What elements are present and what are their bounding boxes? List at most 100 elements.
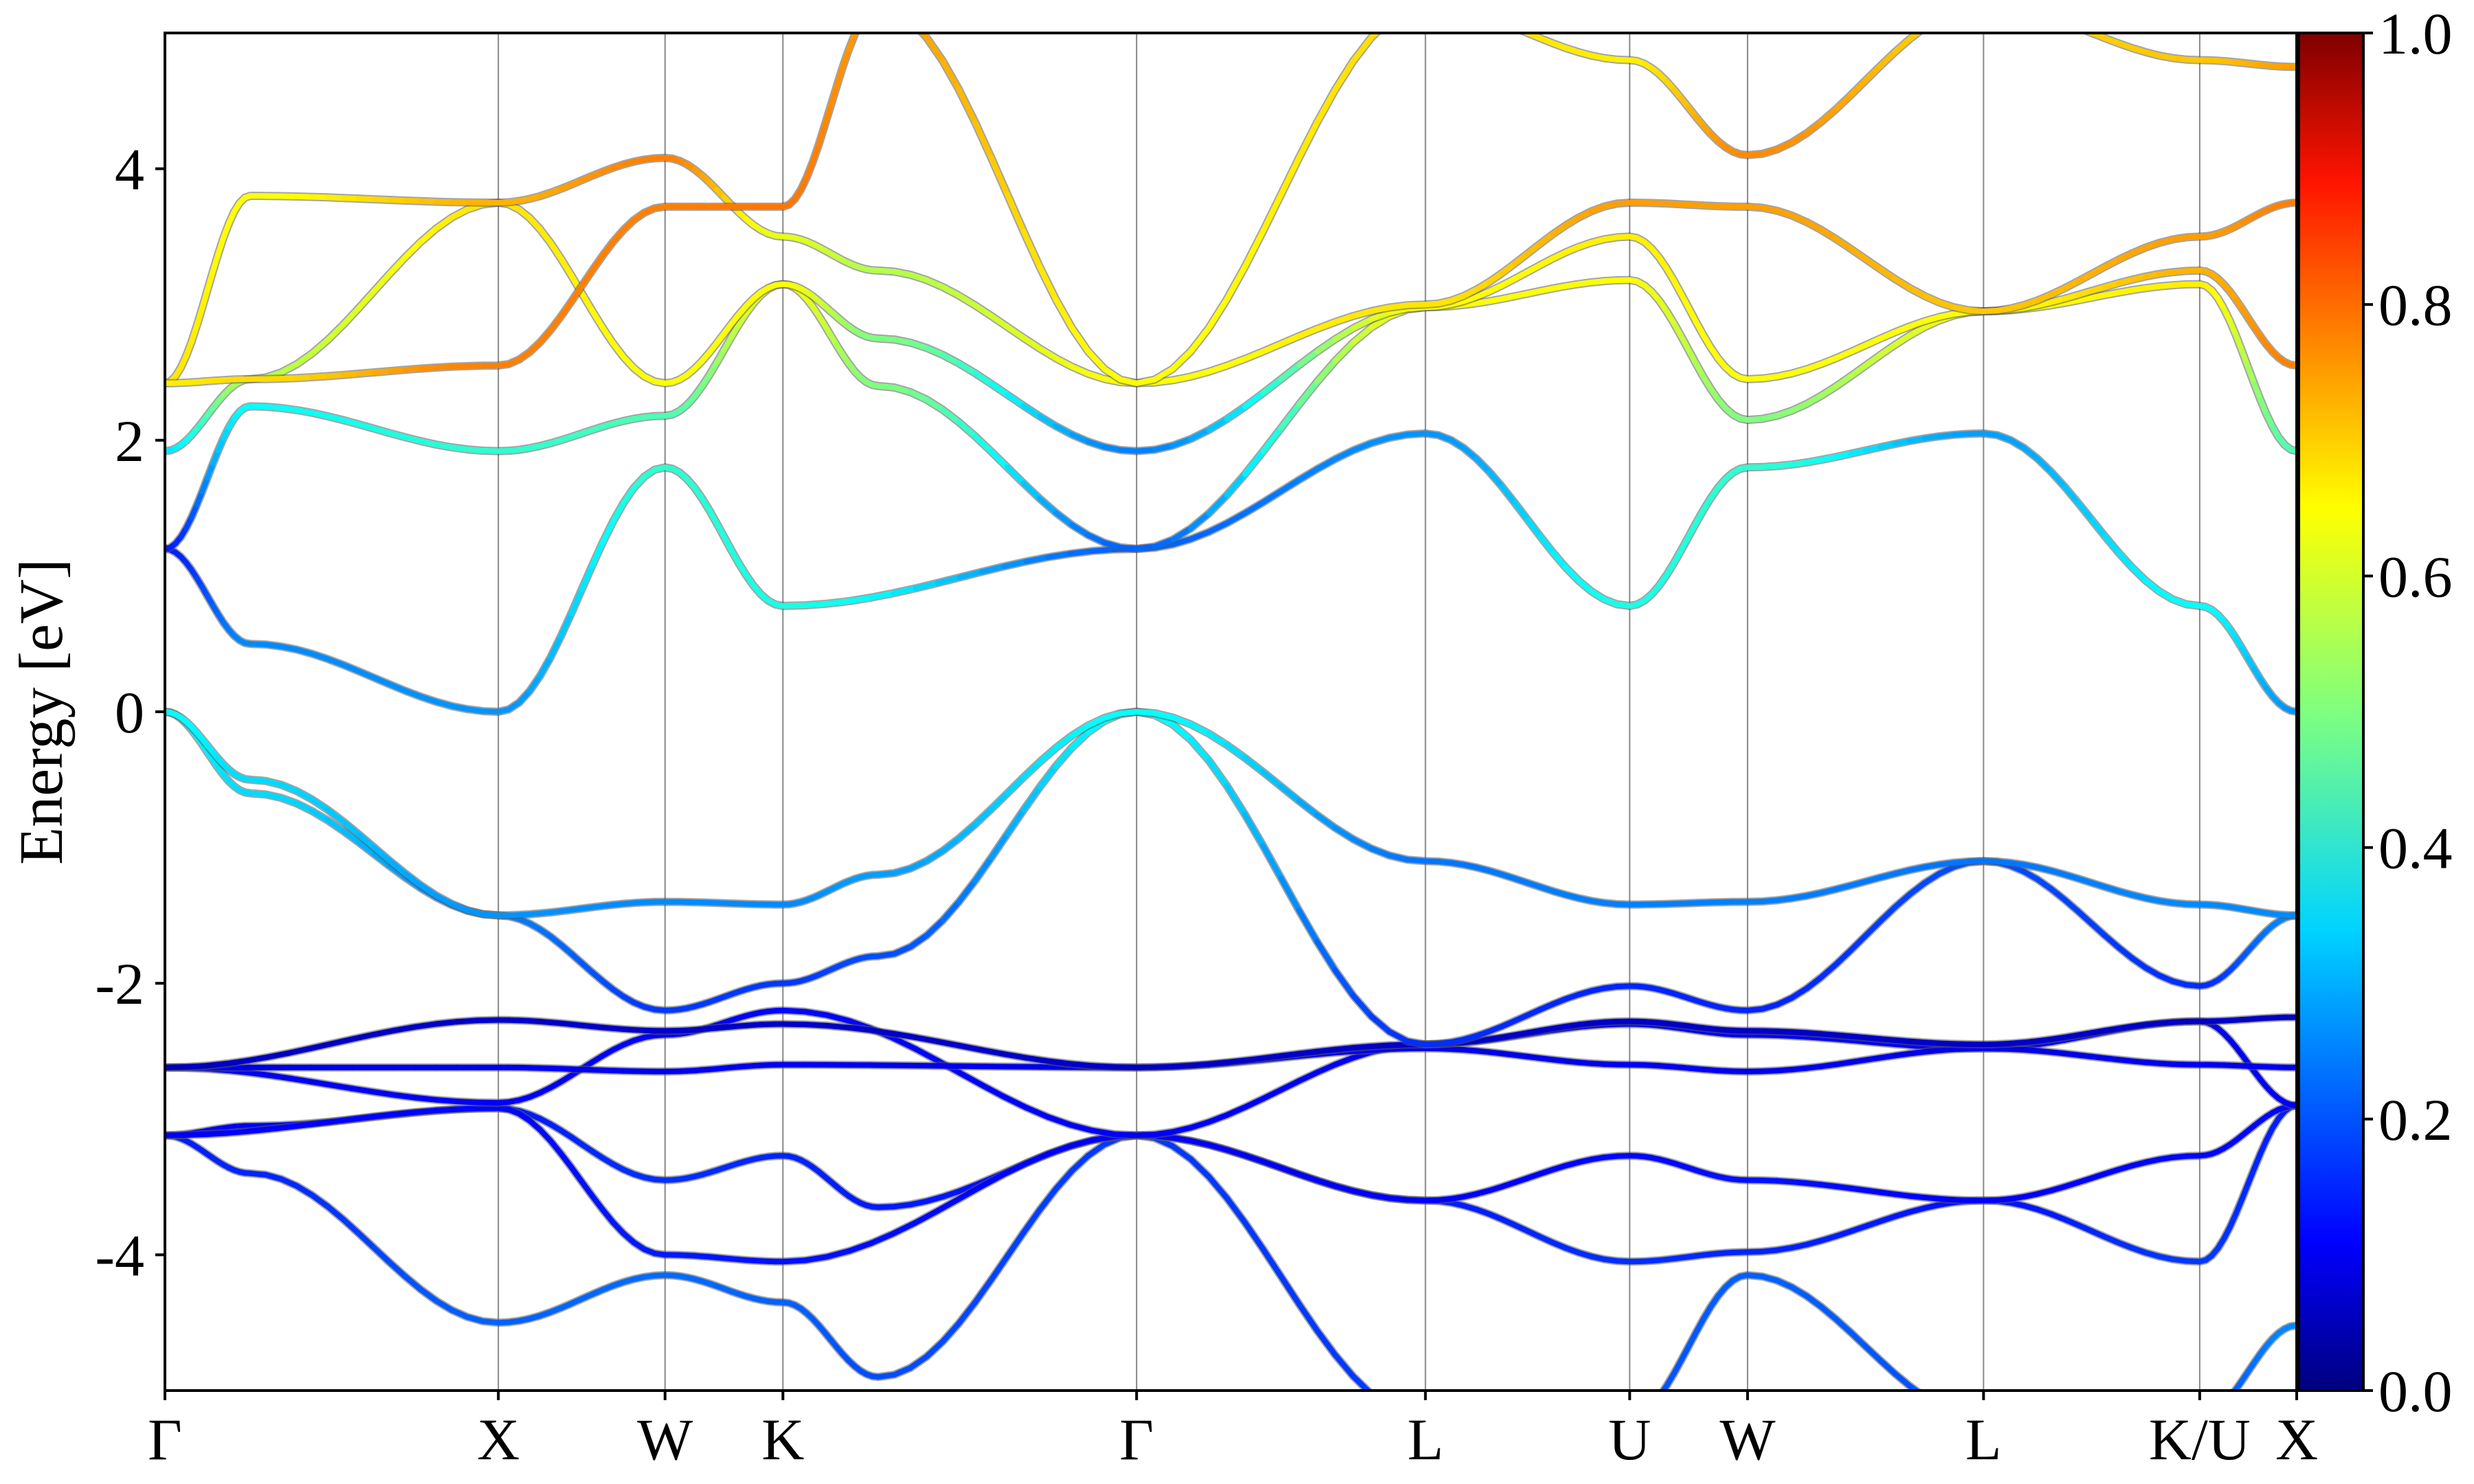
band-segment: [1877, 49, 1898, 69]
band-segment: [1004, 392, 1027, 409]
band-segment: [1206, 296, 1230, 331]
band-segment: [1332, 447, 1357, 462]
band-segment: [2224, 1397, 2230, 1404]
band-segment: [1350, 440, 1374, 453]
band-segment: [1386, 1042, 1410, 1048]
band-segment: [1350, 1044, 1374, 1050]
band-segment: [412, 1108, 439, 1115]
y-axis-label: Energy [eV]: [8, 559, 76, 865]
band-segment: [203, 1060, 230, 1069]
band-segment: [324, 1204, 346, 1222]
band-segment: [802, 1254, 830, 1263]
band-segment: [972, 1277, 994, 1305]
band-segment: [370, 1027, 397, 1037]
band-segment: [537, 655, 553, 679]
band-segment: [1350, 1373, 1372, 1391]
band-segment: [891, 1035, 919, 1052]
band-segment: [907, 1353, 930, 1371]
band-segment: [1152, 1129, 1176, 1138]
band-segment: [2115, 550, 2135, 571]
band-segment: [1021, 784, 1043, 813]
band-segment: [1833, 1316, 1854, 1336]
band-segment: [245, 1054, 272, 1064]
band-segment: [387, 1259, 408, 1280]
band-segment: [1188, 427, 1212, 442]
band-segment: [558, 610, 575, 640]
band-segment: [1368, 313, 1392, 330]
band-segment: [1925, 19, 1939, 28]
band-segment: [1954, 8, 1969, 12]
band-segment: [1386, 1028, 1410, 1044]
band-outline: [165, 708, 2297, 1049]
band-segment: [1036, 414, 1059, 429]
band-segment: [979, 1047, 1007, 1057]
band-segment: [1803, 119, 1825, 136]
band-segment: [1818, 227, 1839, 242]
band-segment: [2233, 333, 2245, 355]
band-segment: [1188, 721, 1212, 737]
band-segment: [939, 352, 962, 366]
band-12: [165, 153, 2297, 387]
band-segment: [1053, 355, 1075, 370]
band-segment: [309, 337, 331, 357]
x-tick-label: X: [477, 1406, 520, 1472]
band-segment: [1021, 228, 1043, 270]
x-tick-label: W: [1719, 1406, 1775, 1472]
band-segment: [1368, 304, 1392, 314]
band-segment: [924, 917, 946, 938]
band-segment: [1877, 1358, 1898, 1377]
band-segment: [371, 844, 393, 864]
band-segment: [1296, 1070, 1320, 1084]
band-segment: [1368, 310, 1392, 322]
band-segment: [449, 901, 470, 913]
x-tick-label: L: [1965, 1406, 2002, 1472]
band-segment: [913, 1208, 941, 1226]
band-segment: [1314, 1061, 1338, 1075]
band-segment: [203, 1130, 230, 1137]
band-segment: [956, 877, 978, 905]
band-segment: [1451, 8, 1464, 11]
band-segment: [1117, 376, 1139, 386]
band-segment: [370, 1089, 397, 1098]
band-segment: [1036, 763, 1059, 790]
band-segment: [1260, 769, 1284, 789]
band-segment: [1848, 933, 1869, 954]
band-segment: [1789, 131, 1809, 146]
band-segment: [924, 848, 946, 864]
band-segment: [278, 782, 300, 794]
band-segment: [324, 656, 346, 668]
band-segment: [1877, 341, 1898, 358]
band-segment: [1224, 1147, 1248, 1158]
band-segment: [1332, 325, 1357, 342]
band-segment: [568, 283, 585, 305]
band-segment: [1314, 319, 1338, 332]
band-segment: [589, 253, 605, 273]
band-segment: [1296, 326, 1320, 339]
band-outline: [165, 33, 2297, 387]
band-segment: [266, 1072, 293, 1081]
band-segment: [1170, 1125, 1194, 1135]
band-outline: [165, 1131, 2297, 1391]
band-7: [165, 708, 2297, 1049]
colorbar: [2297, 32, 2365, 1392]
band-segment: [834, 65, 845, 90]
band-segment: [589, 308, 605, 330]
band-segment: [1085, 1141, 1107, 1159]
band-segment: [1390, 1407, 1407, 1415]
band-segment: [1296, 348, 1320, 368]
band-segment: [293, 1183, 315, 1198]
band-segment: [1170, 536, 1194, 548]
band-outline: [165, 1006, 2297, 1140]
band-segment: [2088, 921, 2108, 938]
band-segment: [1350, 316, 1374, 331]
band-segment: [1242, 499, 1266, 516]
band-segment: [1067, 1122, 1095, 1134]
band-segment: [1170, 436, 1194, 449]
band-segment: [1242, 228, 1266, 270]
band-segment: [913, 580, 941, 592]
band-segment: [924, 345, 946, 358]
band-segment: [579, 1178, 595, 1199]
band-segment: [1907, 285, 1928, 299]
x-tick-label: Γ: [1119, 1406, 1154, 1472]
